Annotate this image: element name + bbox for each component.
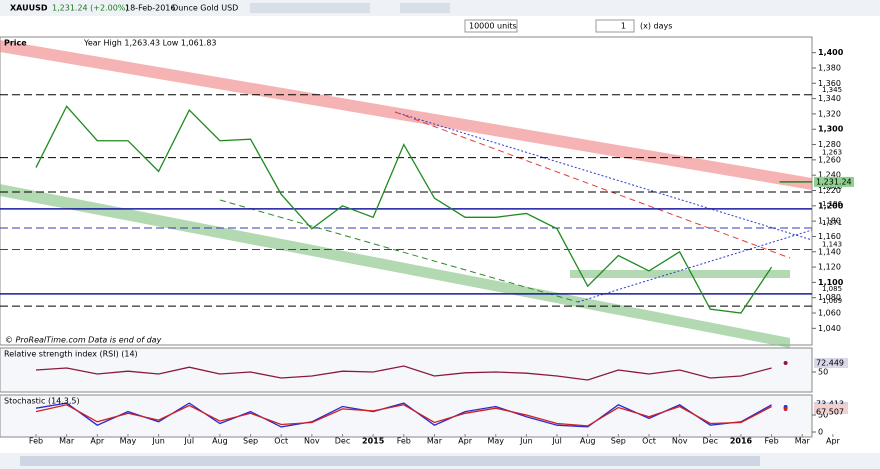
level-label: 1,069 xyxy=(822,297,842,305)
x-tick-label: May xyxy=(120,437,137,446)
last-value-label: 73.413 xyxy=(816,400,844,409)
level-label: 1,143 xyxy=(822,240,842,248)
level-label: 1,196 xyxy=(822,200,843,208)
x-tick-label: Mar xyxy=(427,437,443,446)
y-tick-label: 1,080 xyxy=(818,293,841,302)
y-tick-label: 50 xyxy=(818,368,828,377)
resistance-channel xyxy=(0,40,812,190)
symbol[interactable]: XAUUSD xyxy=(10,4,48,13)
y-tick-label: 1,040 xyxy=(818,324,841,333)
y-tick-label: 1,220 xyxy=(818,186,841,195)
trend-line xyxy=(394,111,813,241)
panel-subtitle: Year High 1,263.43 Low 1,061.83 xyxy=(83,39,217,48)
x-tick-label: Dec xyxy=(703,437,718,446)
level-label: 1,171 xyxy=(822,219,842,227)
panel-title: Relative strength index (RSI) (14) xyxy=(4,350,138,359)
scroll-thumb[interactable] xyxy=(20,456,760,466)
x-tick-label: 2016 xyxy=(730,437,753,446)
y-tick-label: 1,160 xyxy=(818,232,841,241)
level-label: 1,085 xyxy=(822,285,842,293)
period-box[interactable] xyxy=(595,19,635,33)
last-price-label: 1,231.24 xyxy=(816,177,852,186)
support-zone xyxy=(570,270,790,278)
x-tick-label: Feb xyxy=(765,437,779,446)
y-tick-label: 1,180 xyxy=(818,217,841,226)
y-tick-label: 1,100 xyxy=(818,278,844,287)
period-count: 1 xyxy=(621,22,626,31)
trend-line xyxy=(219,199,579,303)
x-tick-label: Apr xyxy=(826,437,841,446)
y-tick-label: 1,320 xyxy=(818,109,841,118)
last-price-box xyxy=(814,176,854,187)
x-tick-label: Jun xyxy=(519,437,533,446)
x-tick-label: Nov xyxy=(304,437,320,446)
level-label: 1,218 xyxy=(822,183,842,191)
support-channel xyxy=(0,184,790,348)
x-tick-label: Feb xyxy=(397,437,411,446)
x-tick-label: Jul xyxy=(183,437,194,446)
level-label: 1,345 xyxy=(822,86,842,94)
y-tick-label: 1,360 xyxy=(818,79,841,88)
stochastic-panel xyxy=(0,394,813,438)
y-tick-label: 1,120 xyxy=(818,263,841,272)
x-tick-label: Aug xyxy=(212,437,228,446)
y-tick-label: 1,140 xyxy=(818,247,841,256)
last-value xyxy=(783,361,788,366)
y-tick-label: 50 xyxy=(818,411,828,420)
x-tick-label: Mar xyxy=(59,437,75,446)
last-value-box xyxy=(814,404,848,415)
trend-line xyxy=(394,111,791,259)
last-value-label: 67.507 xyxy=(816,408,844,417)
y-tick-label: 1,240 xyxy=(818,171,841,180)
x-tick-label: Aug xyxy=(580,437,596,446)
last-value-box xyxy=(814,358,848,369)
x-tick-label: Oct xyxy=(642,437,656,446)
x-tick-label: Oct xyxy=(274,437,288,446)
x-tick-label: Apr xyxy=(458,437,473,446)
y-tick-label: 1,300 xyxy=(818,125,844,134)
toolbar-icons[interactable] xyxy=(250,3,450,13)
x-tick-label: Sep xyxy=(243,437,258,446)
panel-title: Price xyxy=(4,39,27,48)
level-label: 1,263 xyxy=(822,149,842,157)
x-tick-label: Nov xyxy=(672,437,688,446)
period-unit: (x) days xyxy=(640,22,672,31)
last-value xyxy=(783,407,788,412)
tool-icons[interactable] xyxy=(250,3,370,13)
x-tick-label: Mar xyxy=(795,437,811,446)
series-line xyxy=(35,105,773,314)
units-box[interactable] xyxy=(464,19,518,33)
plot: Feb Mar Apr May Jun Jul Aug Sep Oct Nov Dec 2015 Feb… xyxy=(0,48,854,446)
x-tick-label: Dec xyxy=(335,437,350,446)
quote-date: 18-Feb-2016 xyxy=(125,4,175,13)
y-tick-label: 1,260 xyxy=(818,155,841,164)
price-panel xyxy=(0,36,813,346)
series-line xyxy=(35,404,772,427)
x-tick-label: 2015 xyxy=(362,437,385,446)
tool-icons[interactable] xyxy=(400,3,450,13)
series-line xyxy=(35,365,772,381)
y-tick-label: 1,200 xyxy=(818,201,844,210)
x-tick-label: Jul xyxy=(551,437,562,446)
x-tick-label: Feb xyxy=(29,437,43,446)
annotation: © ProRealTime.com Data is end of day xyxy=(5,336,162,345)
y-tick-label: 1,380 xyxy=(818,63,841,72)
series-line xyxy=(35,402,772,428)
y-tick-label: 1,400 xyxy=(818,48,844,57)
quote: 1,231.24 (+2.00%) xyxy=(52,4,129,13)
y-tick-label: 1,340 xyxy=(818,94,841,103)
y-tick-label: 1,280 xyxy=(818,140,841,149)
y-tick-label: 0 xyxy=(818,428,823,437)
y-tick-label: 1,060 xyxy=(818,309,841,318)
panel-title: Stochastic (14,3,5) xyxy=(4,397,80,406)
x-tick-label: Apr xyxy=(90,437,105,446)
units: 10000 units xyxy=(469,22,517,31)
x-tick-label: Jun xyxy=(151,437,165,446)
last-value-label: 72.449 xyxy=(816,359,844,368)
x-tick-label: May xyxy=(487,437,504,446)
instrument: Ounce Gold USD xyxy=(172,4,238,13)
trend-line xyxy=(577,229,813,303)
x-tick-label: Sep xyxy=(611,437,626,446)
